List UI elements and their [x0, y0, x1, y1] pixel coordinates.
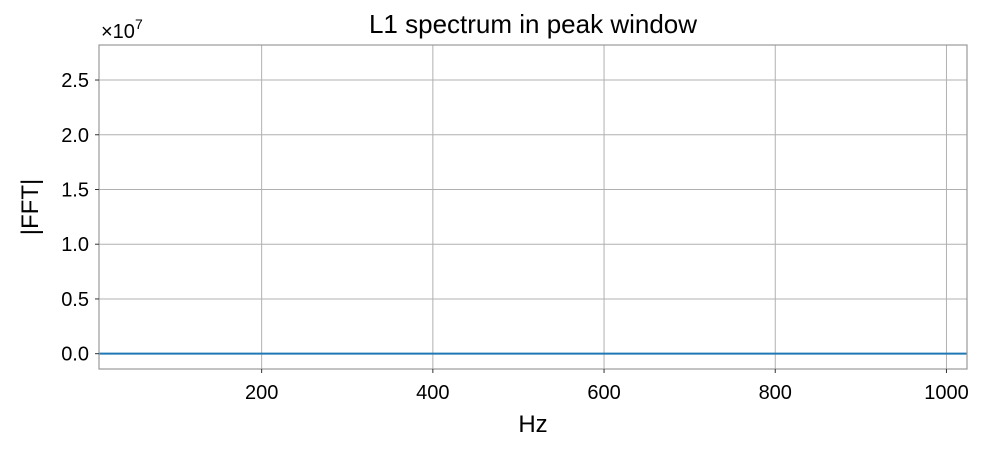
x-tick-label: 200 — [245, 382, 278, 404]
y-tick-label: 1.0 — [61, 234, 89, 256]
ticks: 200 400 600 800 1000 0.0 0.5 1.0 1.5 2.0 2.5 — [61, 70, 969, 404]
x-axis-label: Hz — [518, 411, 547, 438]
chart-title: L1 spectrum in peak window — [369, 9, 697, 39]
x-tick-label: 400 — [416, 382, 449, 404]
y-tick-label: 2.0 — [61, 125, 89, 147]
x-tick-label: 800 — [759, 382, 792, 404]
x-tick-label: 1000 — [924, 382, 969, 404]
y-axis-label: |FFT| — [17, 179, 44, 235]
plot-frame — [98, 44, 968, 370]
y-tick-label: 1.5 — [61, 179, 89, 201]
y-tick-label: 0.0 — [61, 344, 89, 366]
y-tick-label: 2.5 — [61, 70, 89, 92]
y-tick-label: 0.5 — [61, 289, 89, 311]
y-offset-exponent: 7 — [135, 16, 143, 32]
y-offset-base: ×10 — [101, 21, 135, 43]
y-offset-label: ×107 — [101, 16, 143, 43]
x-tick-label: 600 — [587, 382, 620, 404]
